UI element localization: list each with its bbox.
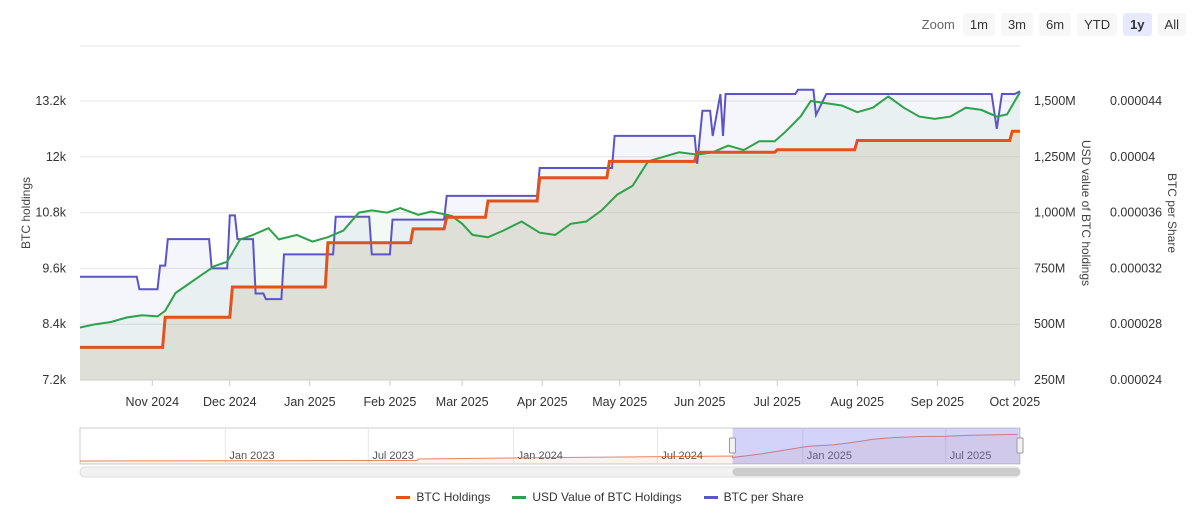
y-tick-label: 1,000M <box>1034 206 1076 220</box>
navigator-tick-label: Jan 2025 <box>807 450 852 462</box>
zoom-all-button[interactable]: All <box>1157 13 1186 36</box>
zoom-bar: Zoom 1m 3m 6m YTD 1y All <box>922 13 1186 36</box>
y-tick-label: 0.000032 <box>1110 261 1162 275</box>
x-tick-label: Jun 2025 <box>674 395 725 409</box>
legend-swatch-usd-value <box>512 495 527 499</box>
x-tick-label: Feb 2025 <box>363 395 416 409</box>
y-tick-label: 1,250M <box>1034 150 1076 164</box>
x-tick-label: Jul 2025 <box>754 395 801 409</box>
y-tick-label: 13.2k <box>35 94 66 108</box>
area-btc-holdings <box>80 131 1020 380</box>
legend-label-usd-value: USD Value of BTC Holdings <box>532 490 682 504</box>
y-axis-title-middle: USD value of BTC holdings <box>1079 140 1093 286</box>
y-axis-title-right: BTC per Share <box>1165 173 1179 253</box>
legend-item-btc-per-share[interactable]: BTC per Share <box>703 490 804 504</box>
y-tick-label: 1,500M <box>1034 94 1076 108</box>
legend-label-btc-holdings: BTC Holdings <box>416 490 491 504</box>
y-tick-label: 0.000036 <box>1110 206 1162 220</box>
navigator-tick-label: Jul 2025 <box>950 450 992 462</box>
navigator-area <box>80 434 1020 464</box>
x-tick-label: Dec 2024 <box>203 395 257 409</box>
legend-swatch-btc-per-share <box>703 495 718 499</box>
y-tick-label: 0.000044 <box>1110 94 1162 108</box>
y-tick-label: 0.000024 <box>1110 373 1162 387</box>
zoom-ytd-button[interactable]: YTD <box>1077 13 1118 36</box>
line-usd-value <box>79 91 1021 329</box>
zoom-1y-button[interactable]: 1y <box>1123 13 1152 36</box>
y-tick-label: 9.6k <box>42 261 66 275</box>
navigator-handle-left[interactable] <box>728 437 736 454</box>
y-axis-title-left: BTC holdings <box>19 177 33 249</box>
scrollbar-thumb[interactable] <box>732 468 1020 476</box>
x-tick-label: Nov 2024 <box>126 395 180 409</box>
legend-item-usd-value[interactable]: USD Value of BTC Holdings <box>512 490 682 504</box>
y-tick-label: 10.8k <box>35 206 66 220</box>
navigator-handle-right[interactable] <box>1016 437 1024 454</box>
y-tick-label: 250M <box>1034 373 1065 387</box>
zoom-6m-button[interactable]: 6m <box>1039 13 1072 36</box>
y-tick-label: 0.00004 <box>1110 150 1155 164</box>
y-tick-label: 7.2k <box>42 373 66 387</box>
y-tick-label: 750M <box>1034 261 1065 275</box>
x-tick-label: Sep 2025 <box>911 395 965 409</box>
legend: BTC Holdings USD Value of BTC Holdings B… <box>0 490 1200 504</box>
x-tick-label: Oct 2025 <box>989 395 1040 409</box>
y-tick-label: 8.4k <box>42 317 66 331</box>
y-tick-label: 12k <box>46 150 67 164</box>
line-btc-holdings <box>80 129 1020 349</box>
legend-label-btc-per-share: BTC per Share <box>723 490 804 504</box>
x-tick-label: May 2025 <box>592 395 647 409</box>
navigator-line <box>79 433 1018 462</box>
y-tick-label: 500M <box>1034 317 1065 331</box>
y-tick-label: 0.000028 <box>1110 317 1162 331</box>
navigator-selection <box>732 428 1020 464</box>
x-tick-label: Apr 2025 <box>517 395 568 409</box>
zoom-3m-button[interactable]: 3m <box>1000 13 1034 36</box>
legend-item-btc-holdings[interactable]: BTC Holdings <box>396 490 490 504</box>
navigator-tick-label: Jan 2024 <box>518 450 563 462</box>
navigator-tick-label: Jan 2023 <box>229 450 274 462</box>
legend-swatch-btc-holdings <box>396 495 411 499</box>
x-tick-label: Jan 2025 <box>284 395 335 409</box>
x-tick-label: Aug 2025 <box>831 395 885 409</box>
navigator-tick-label: Jul 2023 <box>372 450 414 462</box>
zoom-label: Zoom <box>921 17 955 32</box>
area-usd-value <box>80 92 1020 380</box>
x-tick-label: Mar 2025 <box>436 395 489 409</box>
zoom-1m-button[interactable]: 1m <box>962 13 995 36</box>
